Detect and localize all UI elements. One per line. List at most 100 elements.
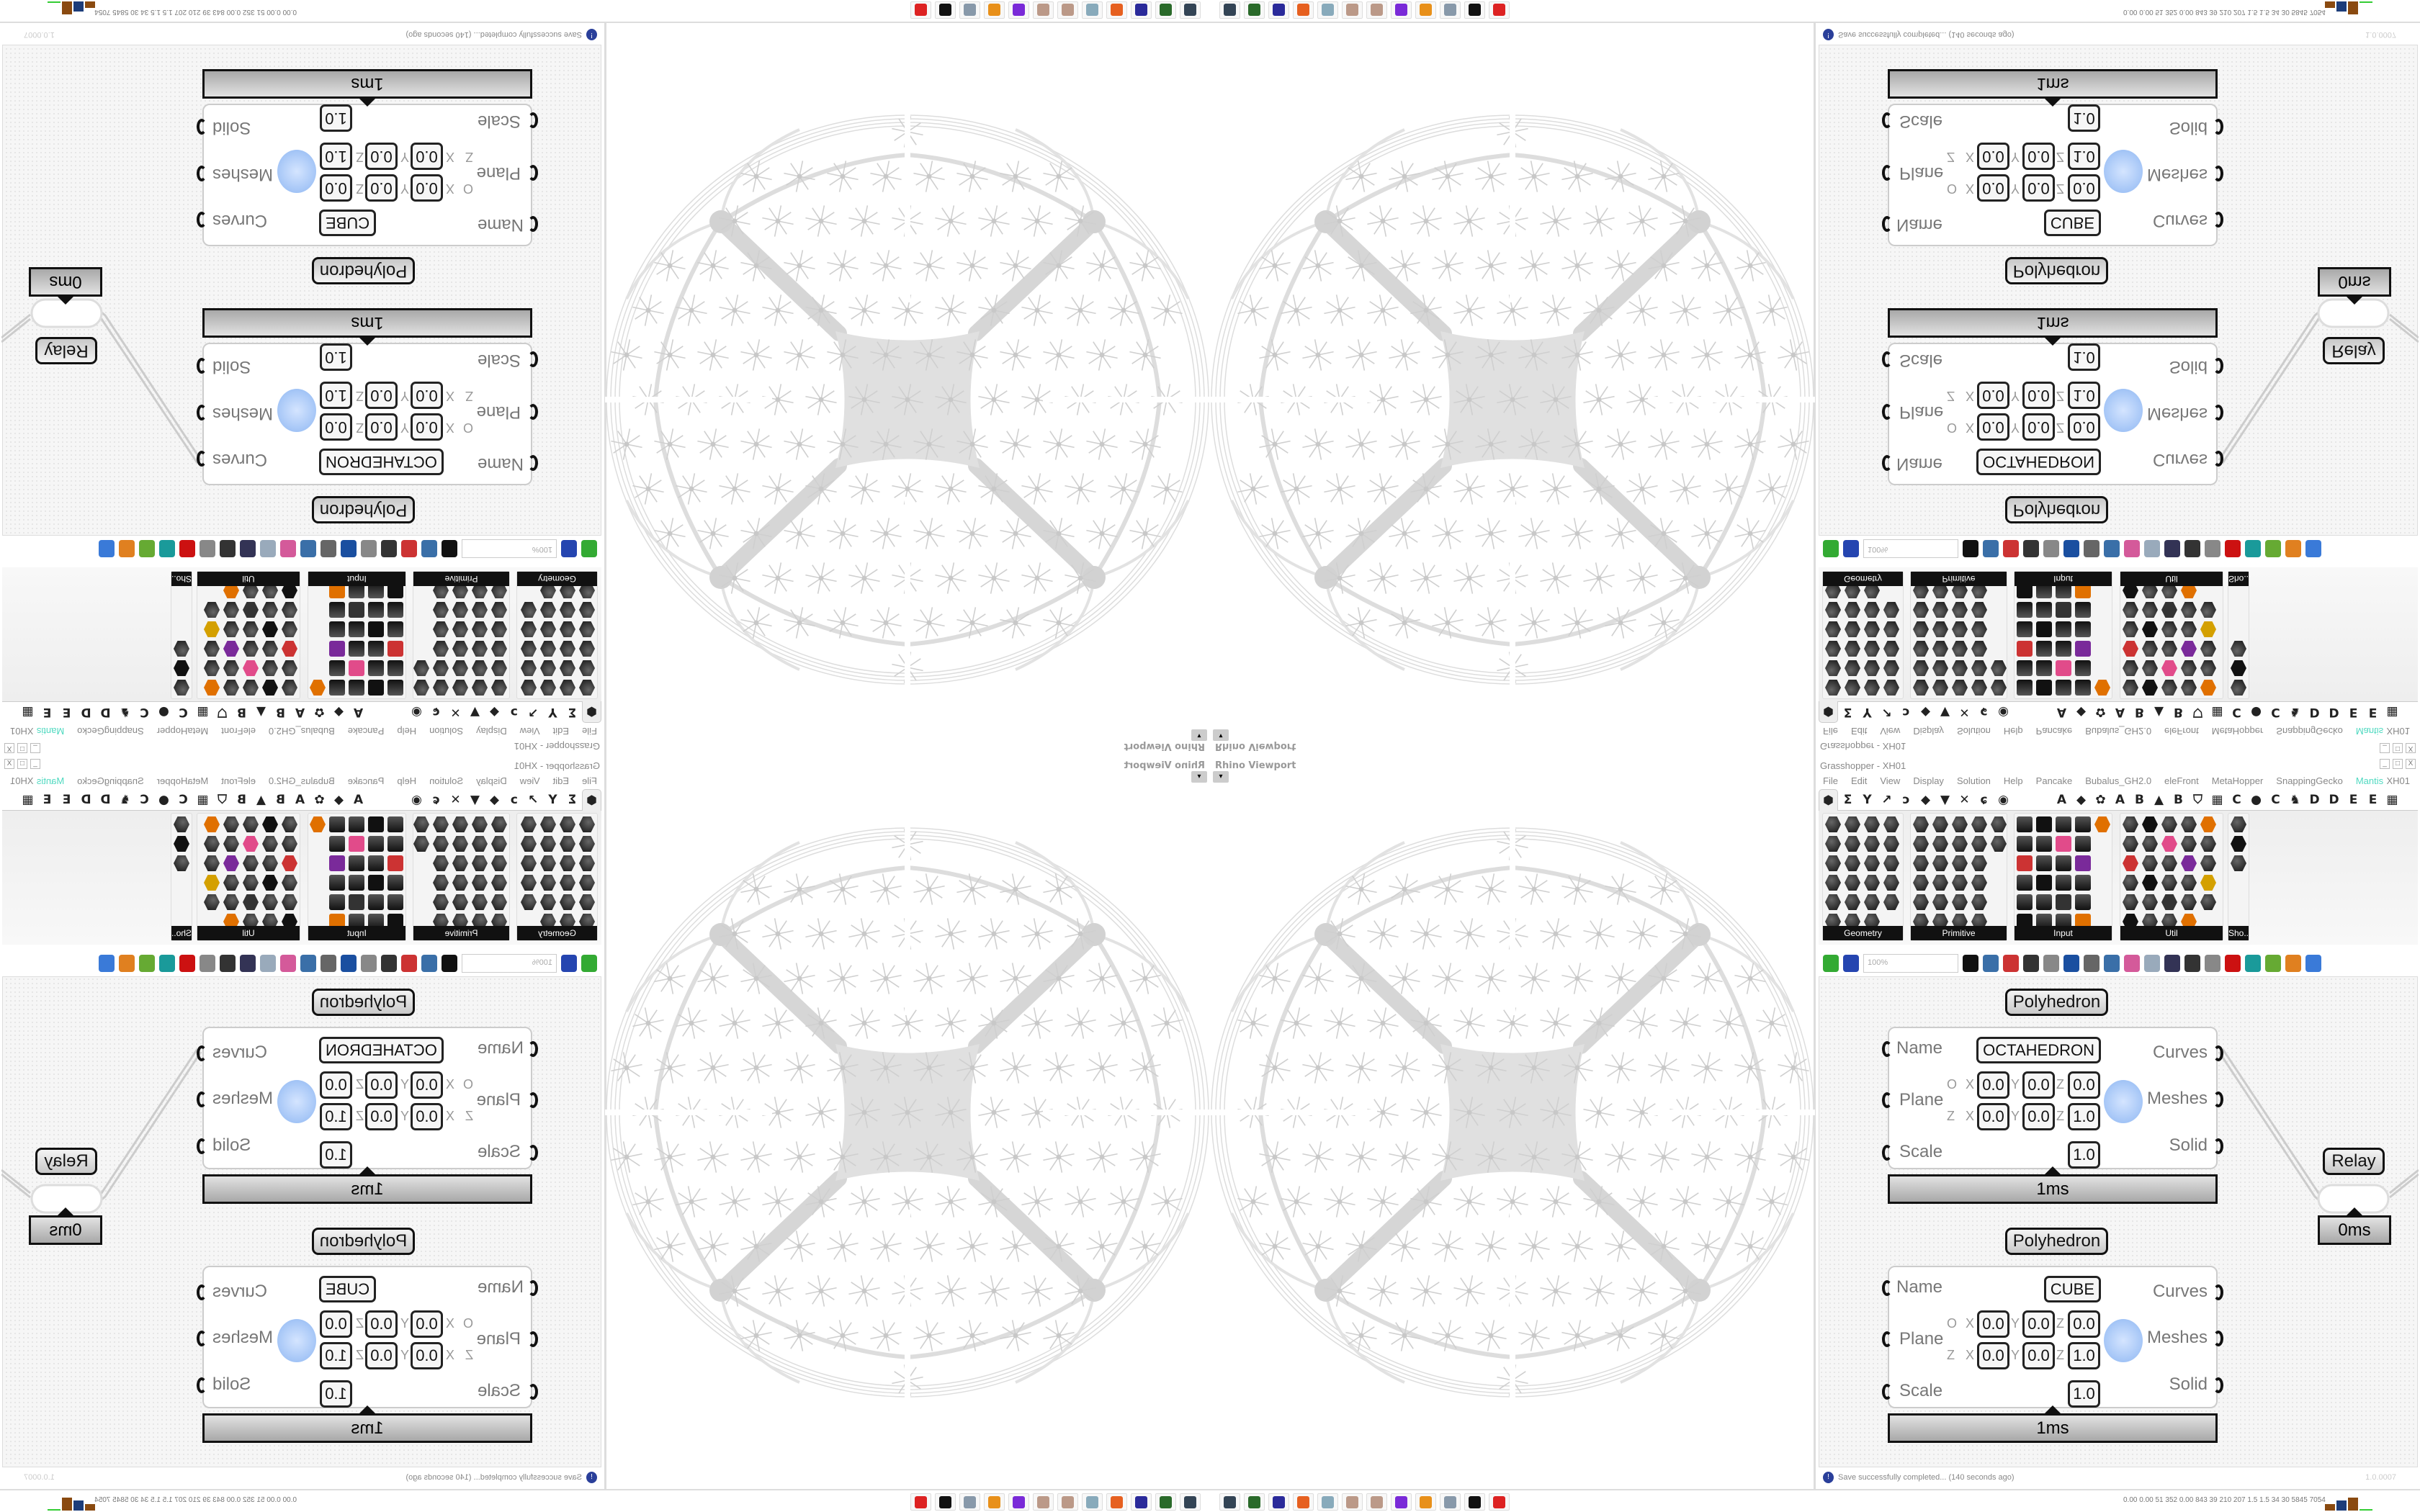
component-icon[interactable]	[204, 621, 220, 637]
panel-label[interactable]: Primitive	[1911, 926, 2007, 940]
menu-file[interactable]: File	[582, 775, 597, 786]
component-icon[interactable]	[2161, 680, 2177, 696]
component-icon[interactable]	[1883, 660, 1899, 676]
component-icon[interactable]	[282, 875, 297, 891]
panel-label[interactable]: Input	[2015, 572, 2112, 586]
component-icon[interactable]	[329, 602, 345, 618]
tab-icon-9[interactable]: ◉	[1998, 792, 2009, 807]
name-value[interactable]: CUBE	[319, 1276, 377, 1302]
plugin-tab-icon-12[interactable]: ♞	[2289, 792, 2301, 807]
component-icon[interactable]	[243, 894, 259, 910]
plugin-tab-icon-14[interactable]: D	[2329, 792, 2339, 807]
component-icon[interactable]	[2123, 875, 2138, 891]
component-icon[interactable]	[1971, 894, 1987, 910]
grasshopper-canvas[interactable]: Relay 0ms Polyhedron Name Plane Scale Cu…	[1, 976, 601, 1467]
component-icon[interactable]	[2123, 894, 2138, 910]
polyhedron-component[interactable]: Name Plane Scale Curves Meshes Solid CUB…	[197, 1266, 538, 1408]
shader-icon[interactable]	[200, 540, 215, 557]
tab-icon-4[interactable]: ↄ	[1902, 705, 1910, 720]
component-icon[interactable]	[2123, 680, 2138, 696]
polyhedron-component[interactable]: Name Plane Scale Curves Meshes Solid OCT…	[1882, 1027, 2223, 1169]
component-icon[interactable]	[1991, 680, 2007, 696]
tab-icon-3[interactable]: ↗	[1881, 792, 1892, 807]
search-icon[interactable]	[300, 955, 316, 972]
component-icon[interactable]	[1913, 660, 1929, 676]
plugin-tab-icon-10[interactable]: ●	[158, 792, 169, 807]
component-icon[interactable]	[1864, 641, 1880, 657]
plugin-tab-icon-7[interactable]: ⛉	[2193, 792, 2202, 807]
component-icon[interactable]	[243, 836, 259, 852]
component-icon[interactable]	[452, 894, 468, 910]
plugin-tab-icon-8[interactable]: ▦	[2211, 792, 2223, 807]
component-icon[interactable]	[2200, 621, 2216, 637]
component-icon[interactable]	[282, 836, 297, 852]
component-icon[interactable]	[1971, 914, 1987, 930]
plugin-tab-icon-13[interactable]: D	[2309, 705, 2320, 720]
document-name[interactable]: XH01	[2386, 775, 2410, 786]
menu-help[interactable]: Help	[397, 775, 417, 786]
floppy-64-icon[interactable]	[1131, 1493, 1152, 1511]
component-icon[interactable]	[521, 816, 537, 832]
component-icon[interactable]	[1864, 836, 1880, 852]
input-socket-name[interactable]	[528, 216, 538, 232]
component-icon[interactable]	[472, 641, 488, 657]
component-icon[interactable]	[310, 680, 326, 696]
input-socket-scale[interactable]	[528, 112, 538, 128]
remote-desktop-icon[interactable]	[1180, 1, 1201, 19]
component-icon[interactable]	[262, 641, 278, 657]
box-help-icon[interactable]	[2124, 540, 2140, 557]
close-button[interactable]: X	[2406, 743, 2416, 753]
rhino-viewport[interactable]: Rhino Viewport ▾	[1210, 23, 1815, 756]
component-icon[interactable]	[2161, 816, 2177, 832]
component-icon[interactable]	[579, 875, 595, 891]
component-icon[interactable]	[2075, 836, 2091, 852]
component-icon[interactable]	[2200, 680, 2216, 696]
panel-label[interactable]: Sho...	[169, 926, 192, 940]
rhino-viewport[interactable]: Rhino Viewport ▾	[605, 23, 1210, 756]
component-icon[interactable]	[540, 621, 556, 637]
component-icon[interactable]	[368, 875, 384, 891]
menu-pancake[interactable]: Pancake	[347, 726, 385, 737]
component-icon[interactable]	[1952, 875, 1968, 891]
shader-icon[interactable]	[2205, 955, 2220, 972]
input-socket-plane[interactable]	[528, 1092, 538, 1108]
component-icon[interactable]	[472, 836, 488, 852]
green-icon[interactable]	[2265, 955, 2281, 972]
component-icon[interactable]	[2181, 602, 2197, 618]
scale-value[interactable]: 1.0	[2068, 1141, 2100, 1169]
rhino-icon[interactable]	[935, 1493, 956, 1511]
panel-label[interactable]: Util	[2120, 926, 2223, 940]
box-help-icon[interactable]	[280, 540, 296, 557]
plugin-tab-icon-13[interactable]: D	[100, 705, 111, 720]
component-icon[interactable]	[1864, 621, 1880, 637]
component-icon[interactable]	[223, 894, 239, 910]
component-icon[interactable]	[2231, 836, 2246, 852]
component-icon[interactable]	[2123, 855, 2138, 871]
component-icon[interactable]	[2181, 660, 2197, 676]
component-icon[interactable]	[282, 680, 297, 696]
terminal-icon[interactable]	[1244, 1493, 1265, 1511]
menu-display[interactable]: Display	[476, 775, 507, 786]
component-icon[interactable]	[2231, 816, 2246, 832]
component-icon[interactable]	[1971, 621, 1987, 637]
gear-app-icon[interactable]	[1489, 1, 1510, 19]
mesh-icon[interactable]	[2184, 540, 2200, 557]
component-icon[interactable]	[223, 621, 239, 637]
minimize-button[interactable]: _	[2380, 759, 2390, 769]
component-icon[interactable]	[2123, 836, 2138, 852]
green-icon[interactable]	[2265, 540, 2281, 557]
component-icon[interactable]	[2036, 836, 2052, 852]
component-icon[interactable]	[368, 680, 384, 696]
plane-origin-zc-value[interactable]: 0.0	[320, 413, 352, 441]
component-icon[interactable]	[452, 660, 468, 676]
menu-bubalus-gh2-0[interactable]: Bubalus_GH2.0	[268, 775, 335, 786]
component-icon[interactable]	[174, 641, 189, 657]
grasshopper-canvas[interactable]: Relay 0ms Polyhedron Name Plane Scale Cu…	[1, 45, 601, 536]
plugin-tab-icon-12[interactable]: ♞	[119, 705, 131, 720]
blue-sphere-icon[interactable]	[2305, 540, 2321, 557]
component-icon[interactable]	[1864, 660, 1880, 676]
component-icon[interactable]	[2036, 660, 2052, 676]
component-icon[interactable]	[2075, 660, 2091, 676]
maximize-button[interactable]: □	[17, 743, 27, 753]
plugin-tab-icon-6[interactable]: B	[2174, 792, 2183, 807]
